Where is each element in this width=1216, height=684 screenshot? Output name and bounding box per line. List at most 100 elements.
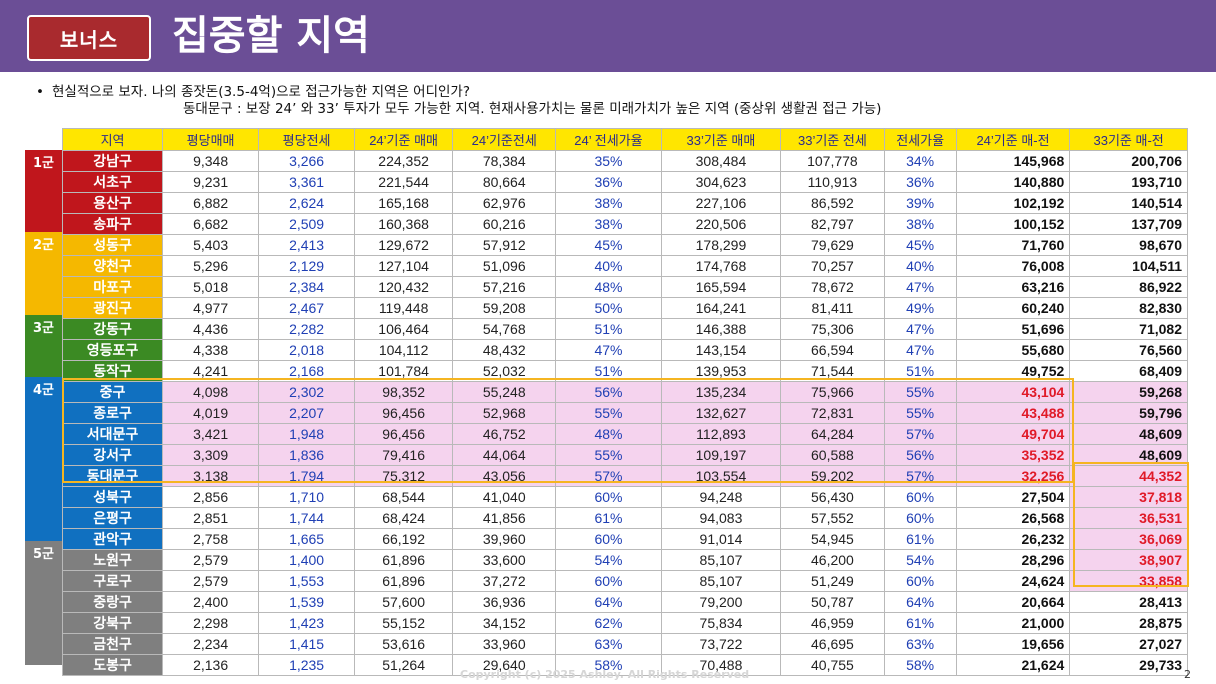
table-cell: 43,056 bbox=[452, 465, 557, 487]
table-cell: 26,232 bbox=[955, 528, 1071, 550]
table-row: 마포구 5,018 2,384 120,432 57,216 48% 165,594 78,6… bbox=[61, 276, 1188, 298]
table-cell: 29,640 bbox=[452, 654, 557, 676]
region-name: 성동구 bbox=[61, 234, 164, 256]
table-cell: 102,192 bbox=[955, 192, 1071, 214]
table-cell: 91,014 bbox=[660, 528, 782, 550]
table-cell: 70,488 bbox=[660, 654, 782, 676]
table-cell: 61% bbox=[555, 507, 662, 529]
table-cell: 112,893 bbox=[660, 423, 782, 445]
region-name: 강동구 bbox=[61, 318, 164, 340]
table-cell: 1,553 bbox=[258, 570, 356, 592]
table-cell: 135,234 bbox=[660, 381, 782, 403]
table-cell: 46,200 bbox=[780, 549, 885, 571]
table-cell: 53,616 bbox=[354, 633, 454, 655]
table-cell: 63,216 bbox=[955, 276, 1071, 298]
title-bar bbox=[0, 0, 1216, 72]
table-cell: 47% bbox=[555, 339, 662, 361]
region-name: 중랑구 bbox=[61, 591, 164, 613]
table-cell: 193,710 bbox=[1069, 171, 1188, 193]
table-cell: 76,560 bbox=[1069, 339, 1188, 361]
table-cell: 29,733 bbox=[1069, 654, 1188, 676]
table-cell: 60,240 bbox=[955, 297, 1071, 319]
table-cell: 106,464 bbox=[354, 318, 454, 340]
table-cell: 1,794 bbox=[258, 465, 356, 487]
table-cell: 55% bbox=[883, 402, 957, 424]
region-name: 중구 bbox=[61, 381, 164, 403]
table-cell: 64,284 bbox=[780, 423, 885, 445]
table-cell: 75,306 bbox=[780, 318, 885, 340]
table-cell: 220,506 bbox=[660, 213, 782, 235]
table-cell: 2,129 bbox=[258, 255, 356, 277]
table-cell: 104,112 bbox=[354, 339, 454, 361]
table-cell: 86,592 bbox=[780, 192, 885, 214]
table-cell: 41,856 bbox=[452, 507, 557, 529]
table-row: 강북구 2,298 1,423 55,152 34,152 62% 75,834 46,959… bbox=[61, 612, 1188, 634]
table-cell: 68,424 bbox=[354, 507, 454, 529]
table-cell: 2,579 bbox=[162, 570, 260, 592]
table-row: 관악구 2,758 1,665 66,192 39,960 60% 91,014 54,945… bbox=[61, 528, 1188, 550]
table-cell: 1,665 bbox=[258, 528, 356, 550]
table-cell: 3,138 bbox=[162, 465, 260, 487]
table-cell: 60% bbox=[883, 486, 957, 508]
column-header: 24’기준 매매 bbox=[354, 128, 454, 151]
table-cell: 39,960 bbox=[452, 528, 557, 550]
table-cell: 165,168 bbox=[354, 192, 454, 214]
table-cell: 38% bbox=[883, 213, 957, 235]
table-cell: 55% bbox=[883, 381, 957, 403]
table-cell: 57,552 bbox=[780, 507, 885, 529]
table-cell: 1,539 bbox=[258, 591, 356, 613]
table-cell: 103,554 bbox=[660, 465, 782, 487]
table-cell: 40% bbox=[555, 255, 662, 277]
table-cell: 46,695 bbox=[780, 633, 885, 655]
page-title: 집중할 지역 bbox=[172, 13, 370, 59]
table-cell: 137,709 bbox=[1069, 213, 1188, 235]
bullet-subline: 동대문구 : 보장 24’ 와 33’ 투자가 모두 가능한 지역. 현재사용가… bbox=[183, 101, 882, 117]
table-cell: 27,027 bbox=[1069, 633, 1188, 655]
table-cell: 28,875 bbox=[1069, 612, 1188, 634]
column-header: 24’기준 매-전 bbox=[955, 128, 1071, 151]
table-cell: 1,836 bbox=[258, 444, 356, 466]
table-cell: 61,896 bbox=[354, 549, 454, 571]
table-cell: 43,488 bbox=[955, 402, 1071, 424]
region-name: 마포구 bbox=[61, 276, 164, 298]
table-cell: 21,624 bbox=[955, 654, 1071, 676]
table-cell: 48% bbox=[555, 423, 662, 445]
column-header: 33’기준 매매 bbox=[660, 128, 782, 151]
table-cell: 61% bbox=[883, 612, 957, 634]
table-cell: 36% bbox=[555, 171, 662, 193]
table-cell: 20,664 bbox=[955, 591, 1071, 613]
table-cell: 2,856 bbox=[162, 486, 260, 508]
table-cell: 28,296 bbox=[955, 549, 1071, 571]
table-cell: 2,509 bbox=[258, 213, 356, 235]
table-row: 중랑구 2,400 1,539 57,600 36,936 64% 79,200 50,787… bbox=[61, 591, 1188, 613]
region-name: 구로구 bbox=[61, 570, 164, 592]
table-cell: 45% bbox=[883, 234, 957, 256]
table-cell: 4,338 bbox=[162, 339, 260, 361]
table-cell: 139,953 bbox=[660, 360, 782, 382]
table-cell: 85,107 bbox=[660, 549, 782, 571]
table-cell: 60% bbox=[883, 570, 957, 592]
table-cell: 143,154 bbox=[660, 339, 782, 361]
table-cell: 1,744 bbox=[258, 507, 356, 529]
table-cell: 1,710 bbox=[258, 486, 356, 508]
region-name: 강서구 bbox=[61, 444, 164, 466]
table-cell: 51,249 bbox=[780, 570, 885, 592]
table-cell: 48,609 bbox=[1069, 423, 1188, 445]
table-cell: 21,000 bbox=[955, 612, 1071, 634]
bullet-dot-icon: • bbox=[36, 84, 44, 100]
table-cell: 38% bbox=[555, 192, 662, 214]
table-cell: 132,627 bbox=[660, 402, 782, 424]
table-cell: 75,312 bbox=[354, 465, 454, 487]
table-cell: 6,882 bbox=[162, 192, 260, 214]
table-cell: 37,272 bbox=[452, 570, 557, 592]
table-cell: 2,136 bbox=[162, 654, 260, 676]
table-cell: 100,152 bbox=[955, 213, 1071, 235]
group-label: 5군 bbox=[25, 541, 62, 665]
table-cell: 55,248 bbox=[452, 381, 557, 403]
table-cell: 60% bbox=[555, 486, 662, 508]
table-cell: 71,760 bbox=[955, 234, 1071, 256]
table-cell: 221,544 bbox=[354, 171, 454, 193]
table-cell: 4,977 bbox=[162, 297, 260, 319]
table-cell: 9,348 bbox=[162, 150, 260, 172]
table-cell: 94,248 bbox=[660, 486, 782, 508]
